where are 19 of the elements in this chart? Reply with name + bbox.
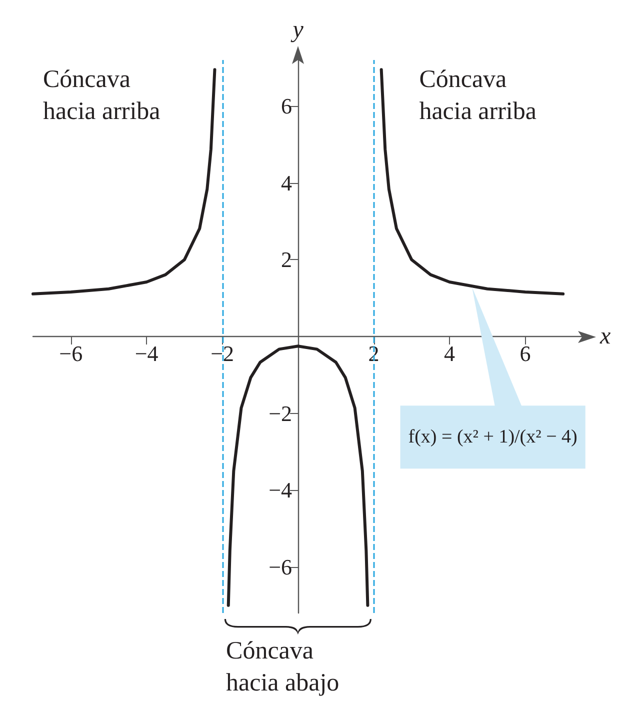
line-series (380, 68, 565, 296)
y-tick-label: −4 (268, 478, 292, 503)
y-tick-label: 4 (281, 170, 292, 196)
x-axis-title: x (599, 324, 611, 350)
x-tick-label: −6 (59, 341, 83, 366)
text: Cóncava hacia abajo (226, 638, 340, 696)
annotation: f(x) = (x² + 1)/(x² − 4) (408, 426, 578, 448)
annotation: Cóncava hacia arriba (43, 66, 160, 126)
annotation: Cóncava hacia arriba (419, 66, 536, 126)
y-tick-label: 2 (281, 247, 292, 272)
x-tick-label: −2 (210, 341, 234, 366)
x-tick-label: 6 (520, 341, 531, 366)
y-tick-label: 6 (281, 94, 292, 119)
x-tick-label: −4 (134, 341, 158, 366)
y-tick-label: −2 (268, 400, 292, 426)
x-tick-label: 4 (444, 341, 455, 366)
line-series (32, 68, 216, 296)
y-axis-title: y (290, 17, 304, 43)
y-tick-label: −6 (268, 554, 292, 580)
